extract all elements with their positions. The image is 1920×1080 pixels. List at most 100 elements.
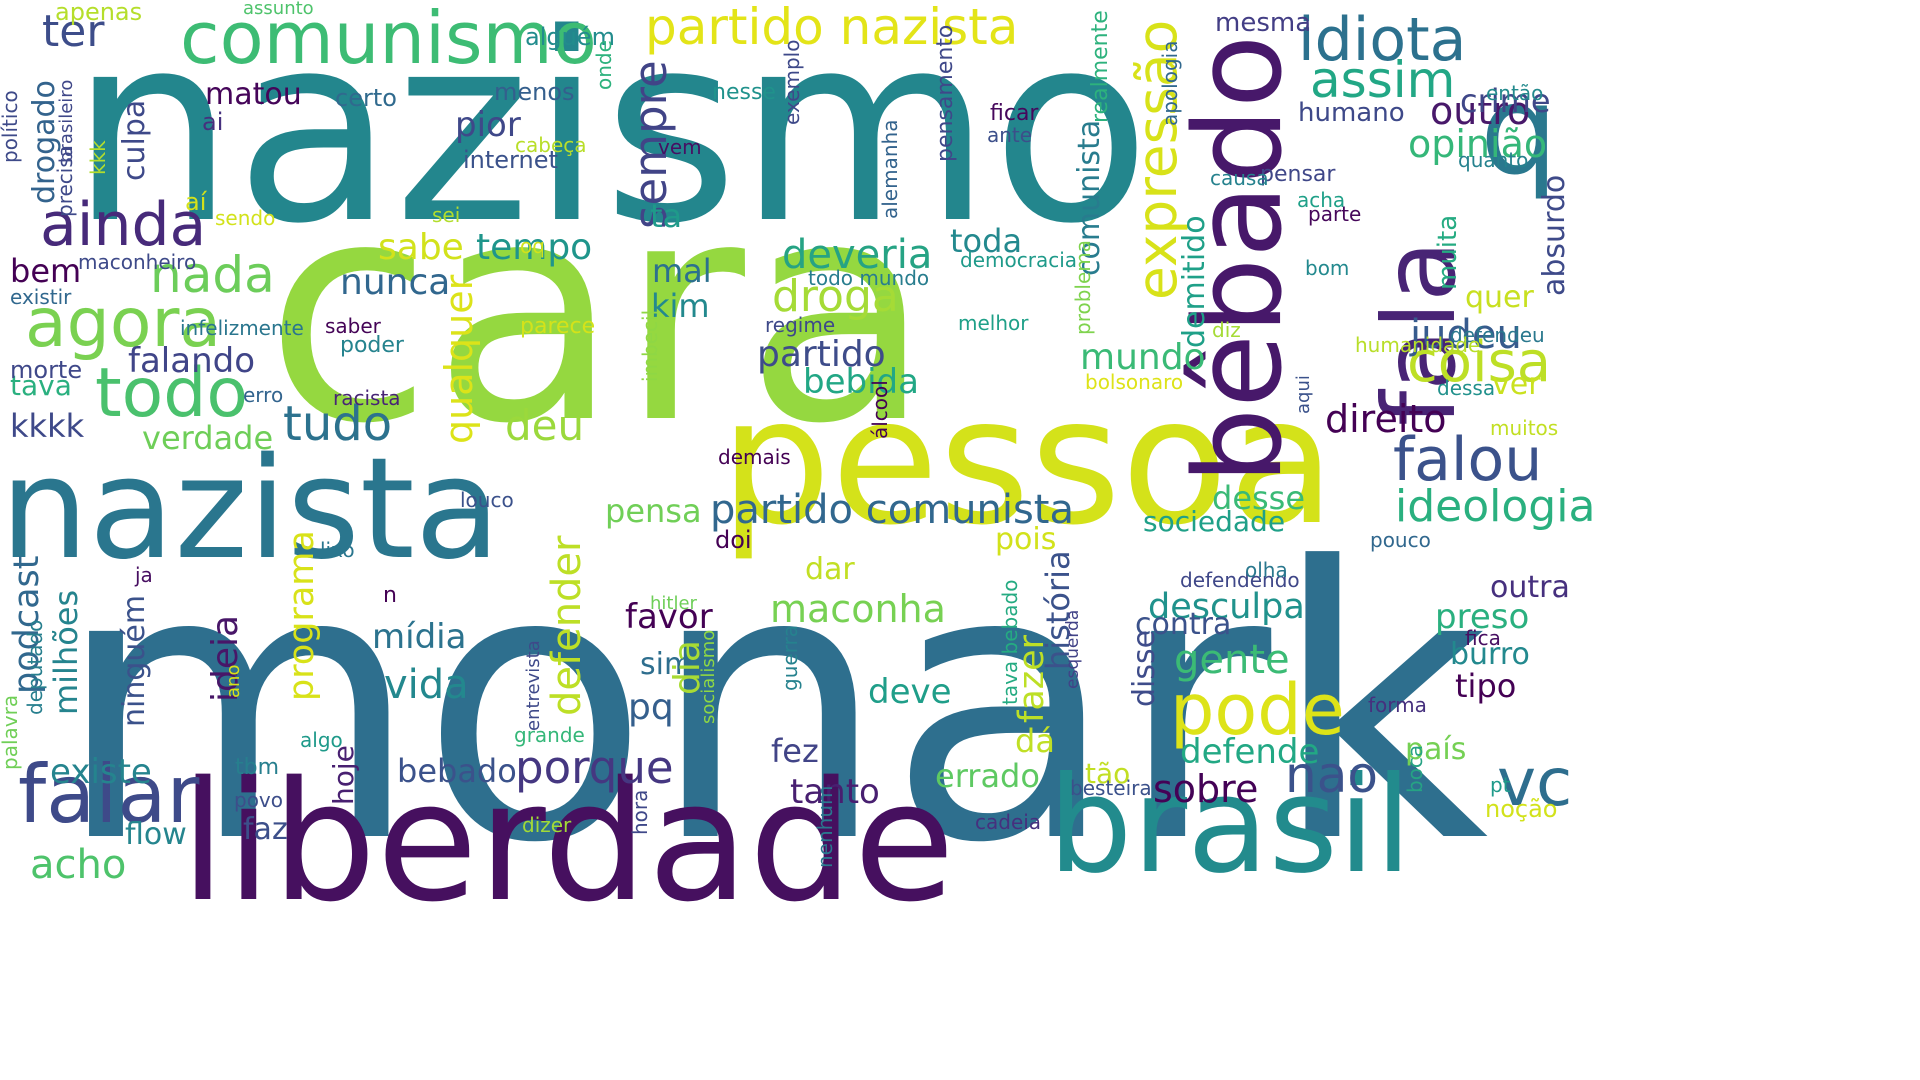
- cloud-word: causa: [1210, 166, 1269, 190]
- cloud-word: oq: [520, 234, 545, 258]
- cloud-word: gente: [1174, 637, 1290, 683]
- cloud-word: droga: [772, 271, 899, 322]
- cloud-word: alemanha: [878, 119, 902, 219]
- cloud-word: erro: [243, 383, 284, 407]
- cloud-word: existir: [10, 285, 72, 309]
- cloud-word: país: [1405, 732, 1467, 767]
- cloud-word: ficar: [990, 101, 1039, 126]
- cloud-word: sim: [640, 647, 694, 682]
- cloud-word: ai: [202, 108, 224, 136]
- cloud-word: maconheiro: [78, 250, 197, 274]
- cloud-word: acha: [1297, 188, 1346, 212]
- cloud-word: mundo: [1080, 337, 1206, 378]
- cloud-word: mesma: [1215, 8, 1312, 38]
- cloud-word: grande: [514, 723, 585, 747]
- cloud-word: aqui: [1293, 375, 1314, 414]
- cloud-word: pq: [628, 687, 674, 728]
- cloud-word: regime: [765, 313, 836, 337]
- cloud-word: onde: [592, 40, 616, 90]
- cloud-word: cabeça: [515, 133, 587, 157]
- cloud-word: certo: [335, 84, 397, 112]
- cloud-word: kim: [651, 287, 710, 325]
- cloud-word: imbecil: [638, 309, 662, 382]
- cloud-word: cadeia: [975, 810, 1042, 834]
- cloud-word: nada: [150, 246, 275, 304]
- cloud-word: esquerda: [1063, 609, 1083, 689]
- cloud-word: nenhum: [813, 785, 837, 869]
- cloud-word: bom: [1305, 256, 1350, 280]
- cloud-word: falar: [18, 748, 200, 841]
- cloud-word: ainda: [40, 190, 207, 260]
- cloud-word: apologia: [1158, 40, 1182, 127]
- cloud-word: agora: [25, 284, 222, 363]
- cloud-word: apenas: [55, 0, 143, 26]
- cloud-word: hora: [628, 789, 652, 835]
- cloud-word: deve: [868, 672, 952, 712]
- cloud-word: culpa: [117, 99, 152, 181]
- cloud-word: nazismo: [70, 0, 1151, 281]
- cloud-word: kkk: [86, 140, 110, 175]
- cloud-word: dá: [1015, 722, 1055, 760]
- cloud-word: hitler: [650, 593, 697, 614]
- cloud-word: nesse: [712, 80, 776, 105]
- cloud-word: saber: [325, 314, 381, 338]
- cloud-word: sei: [432, 203, 461, 227]
- cloud-word: aí: [185, 188, 207, 216]
- cloud-word: morte: [10, 356, 83, 384]
- cloud-word: louco: [460, 488, 514, 512]
- cloud-word: alguém: [525, 23, 615, 51]
- cloud-word: pensar: [1260, 162, 1336, 187]
- cloud-word: ante: [987, 123, 1033, 147]
- cloud-word: tava bebado: [998, 579, 1022, 705]
- cloud-word: noção: [1485, 795, 1558, 823]
- cloud-word: ideologia: [1395, 481, 1596, 532]
- cloud-word: então: [1486, 81, 1544, 105]
- cloud-word: vem: [658, 135, 702, 159]
- cloud-word: parte: [1308, 202, 1362, 226]
- cloud-word: palavra: [0, 694, 22, 770]
- cloud-word: quer: [1465, 280, 1534, 315]
- cloud-word: álcool: [868, 380, 892, 439]
- cloud-word: político: [0, 90, 22, 163]
- cloud-word: comunismo: [180, 0, 597, 80]
- cloud-word: kkkk: [10, 407, 85, 445]
- cloud-word: porque: [515, 741, 674, 794]
- cloud-word: qualquer: [437, 274, 481, 444]
- cloud-word: demitido: [1177, 215, 1212, 348]
- cloud-word: brasileiro: [56, 79, 77, 163]
- cloud-word: entrevista: [523, 640, 544, 731]
- cloud-word: sendo: [215, 206, 276, 230]
- cloud-word: muitos: [1490, 416, 1559, 440]
- cloud-word: partido comunista: [710, 487, 1075, 533]
- cloud-word: partido: [757, 334, 886, 375]
- cloud-word: nazista: [0, 428, 501, 591]
- cloud-word: exemplo: [780, 39, 804, 125]
- cloud-word: opinião: [1408, 122, 1548, 166]
- cloud-word: ver: [1492, 367, 1541, 402]
- cloud-word: humano: [1298, 98, 1405, 128]
- cloud-word: defendeu: [1450, 323, 1545, 347]
- cloud-word: verdade: [142, 419, 274, 457]
- cloud-word: sociedade: [1143, 505, 1286, 538]
- cloud-word: pensa: [605, 492, 702, 530]
- cloud-word: defende: [1180, 732, 1320, 772]
- cloud-word: algo: [300, 728, 343, 752]
- cloud-word: muita: [1433, 214, 1463, 290]
- cloud-word: defender: [544, 535, 590, 717]
- cloud-word: parece: [520, 314, 596, 339]
- cloud-word: racista: [333, 386, 401, 410]
- cloud-word: ninguém: [117, 594, 152, 727]
- cloud-word: ta: [650, 197, 683, 235]
- cloud-word: tempo: [476, 227, 593, 268]
- cloud-word: pensamento: [933, 24, 958, 162]
- cloud-word: cara: [265, 135, 932, 490]
- cloud-word: falando: [128, 341, 256, 381]
- cloud-word: dar: [805, 552, 855, 587]
- cloud-word: fez: [771, 732, 819, 770]
- cloud-word: bebida: [803, 362, 919, 402]
- cloud-word: coisa: [1407, 330, 1552, 395]
- cloud-word: judeu: [1410, 312, 1522, 358]
- cloud-word: infelizmente: [180, 316, 304, 340]
- cloud-word: defendendo: [1180, 568, 1300, 592]
